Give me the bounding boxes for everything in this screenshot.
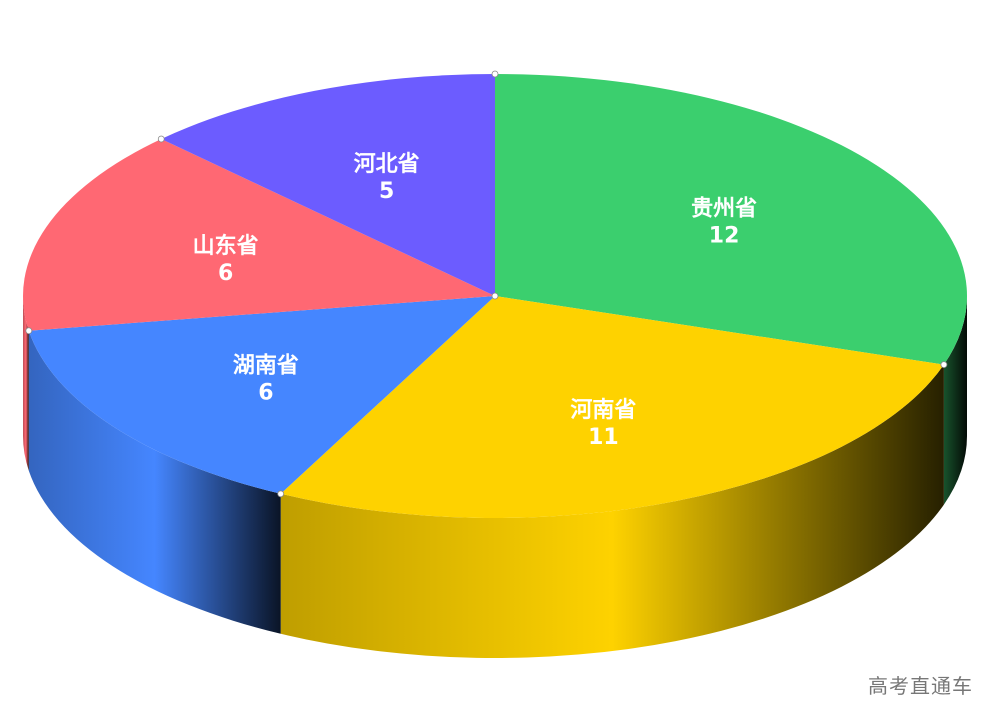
slice-value: 5 xyxy=(379,179,394,204)
pie-slice-3[interactable] xyxy=(22,139,496,331)
slice-boundary-dot xyxy=(157,135,165,143)
pie-slice-4[interactable] xyxy=(161,74,495,296)
slice-value: 12 xyxy=(709,224,740,249)
pie-side-2 xyxy=(28,330,281,634)
pie-side-0 xyxy=(943,296,967,505)
slice-label: 湖南省 xyxy=(233,353,299,378)
slice-boundary-dot xyxy=(491,70,499,78)
pie-slice-1[interactable] xyxy=(280,296,944,518)
pie-slice-2[interactable] xyxy=(28,296,496,494)
pie-tops xyxy=(22,70,967,518)
slice-value: 6 xyxy=(218,261,233,286)
slice-label: 河南省 xyxy=(570,398,636,423)
slice-boundary-dot xyxy=(277,490,285,498)
slice-label: 贵州省 xyxy=(691,197,757,222)
pie-side-1 xyxy=(280,364,944,659)
watermark: 高考直通车 xyxy=(868,674,973,698)
pie-sides xyxy=(23,296,967,659)
slice-boundary-dot xyxy=(940,361,948,369)
center-dot xyxy=(491,292,499,300)
pie-slice-0[interactable] xyxy=(495,74,967,365)
slice-boundary-dot xyxy=(25,327,33,335)
slice-label: 河北省 xyxy=(354,152,420,177)
slice-value: 11 xyxy=(588,425,619,450)
slice-label: 山东省 xyxy=(193,233,259,259)
pie-side-3 xyxy=(23,296,29,471)
slice-value: 6 xyxy=(258,380,273,405)
